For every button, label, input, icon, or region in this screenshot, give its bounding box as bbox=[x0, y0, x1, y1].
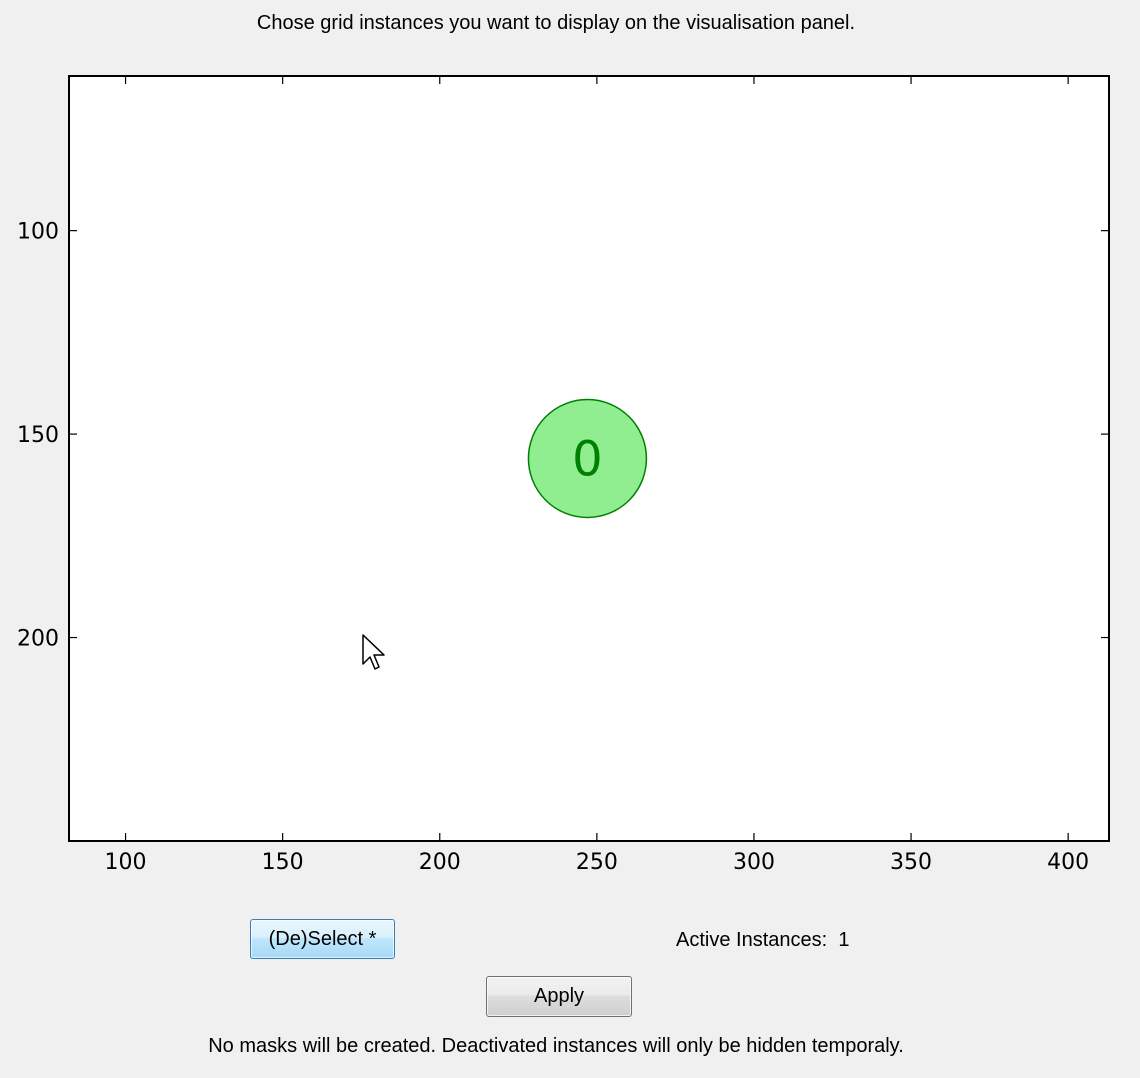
grid-instances-plot[interactable]: 100 150 200 250 300 350 400 100 150 200 0 bbox=[0, 0, 1140, 900]
x-tick-label: 300 bbox=[733, 850, 775, 875]
x-tick-label: 350 bbox=[890, 850, 932, 875]
y-tick-label: 150 bbox=[17, 423, 59, 448]
x-tick-label: 250 bbox=[576, 850, 618, 875]
instruction-text: Chose grid instances you want to display… bbox=[256, 12, 856, 34]
y-tick-label: 200 bbox=[17, 627, 59, 652]
arrow-cursor-icon bbox=[362, 634, 385, 670]
active-instances: Active Instances: 1 bbox=[676, 929, 849, 952]
x-tick-label: 200 bbox=[419, 850, 461, 875]
y-tick-label: 100 bbox=[17, 220, 59, 245]
active-instances-label: Active Instances: bbox=[676, 929, 828, 951]
grid-instance-marker[interactable]: 0 bbox=[527, 398, 648, 519]
instance-circle[interactable] bbox=[527, 398, 648, 519]
x-tick-label: 400 bbox=[1047, 850, 1089, 875]
note-text: No masks will be created. Deactivated in… bbox=[208, 1035, 904, 1057]
x-tick-label: 100 bbox=[105, 850, 147, 875]
active-instances-count: 1 bbox=[838, 929, 850, 951]
apply-button[interactable]: Apply bbox=[486, 976, 632, 1017]
instances-layer[interactable]: 0 bbox=[527, 398, 648, 519]
x-tick-label: 150 bbox=[262, 850, 304, 875]
deselect-all-button[interactable]: (De)Select * bbox=[250, 919, 395, 959]
instance-label: 0 bbox=[572, 432, 603, 488]
axis-ticks: 100 150 200 250 300 350 400 100 150 200 bbox=[17, 76, 1109, 875]
